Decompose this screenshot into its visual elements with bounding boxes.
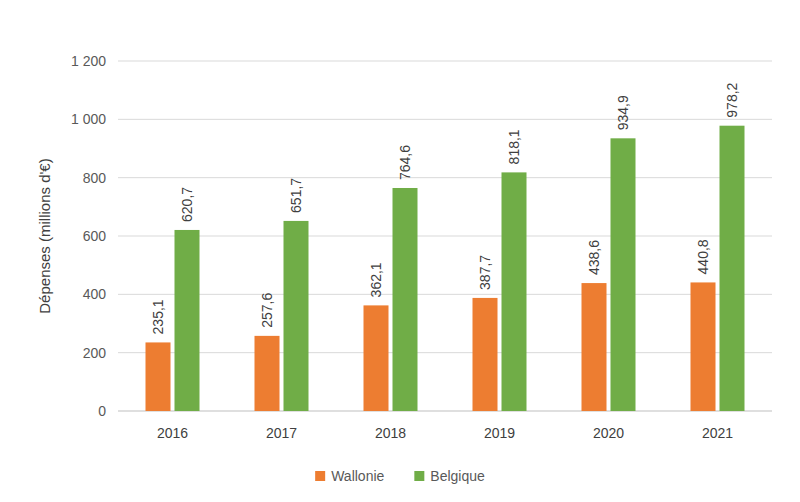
grid-line bbox=[118, 177, 772, 178]
data-label: 764,6 bbox=[397, 145, 413, 180]
x-tick-label: 2021 bbox=[702, 425, 733, 441]
legend-swatch bbox=[414, 471, 424, 481]
data-label: 440,8 bbox=[695, 239, 711, 274]
grid-line bbox=[118, 294, 772, 295]
data-label: 362,1 bbox=[368, 262, 384, 297]
bar bbox=[473, 298, 498, 411]
y-tick-label: 600 bbox=[83, 228, 107, 244]
y-tick-label: 200 bbox=[83, 345, 107, 361]
x-tick-label: 2018 bbox=[375, 425, 406, 441]
x-tick-label: 2019 bbox=[484, 425, 515, 441]
bar bbox=[364, 305, 389, 411]
chart: 0 200 400 600 800 1 000 1 200 Dépenses (million… bbox=[0, 0, 800, 502]
bar bbox=[146, 342, 171, 411]
x-tick-label: 2017 bbox=[266, 425, 297, 441]
grid-line bbox=[118, 61, 772, 62]
bar bbox=[611, 138, 636, 411]
bar bbox=[175, 230, 200, 411]
grid bbox=[118, 61, 772, 411]
data-label: 651,7 bbox=[288, 178, 304, 213]
data-label: 818,1 bbox=[506, 129, 522, 164]
grid-line bbox=[118, 411, 772, 412]
x-tick-label: 2016 bbox=[157, 425, 188, 441]
data-labels: 235,1 257,6 362,1 387,7 438,6 440,8 620,7 651,7… bbox=[150, 82, 740, 334]
data-label: 978,2 bbox=[724, 82, 740, 117]
y-tick-label: 800 bbox=[83, 170, 107, 186]
data-label: 235,1 bbox=[150, 299, 166, 334]
y-axis-label: Dépenses (millions d'€) bbox=[36, 158, 53, 313]
grid-line bbox=[118, 236, 772, 237]
legend-label: Belgique bbox=[430, 468, 485, 484]
bar bbox=[582, 283, 607, 411]
bars bbox=[146, 126, 745, 411]
y-tick-label: 400 bbox=[83, 286, 107, 302]
bar bbox=[502, 172, 527, 411]
grid-line bbox=[118, 352, 772, 353]
data-label: 620,7 bbox=[179, 187, 195, 222]
legend: Wallonie Belgique bbox=[315, 468, 485, 484]
data-label: 934,9 bbox=[615, 95, 631, 130]
bar bbox=[284, 221, 309, 411]
data-label: 387,7 bbox=[477, 255, 493, 290]
legend-label: Wallonie bbox=[331, 468, 384, 484]
x-tick-label: 2020 bbox=[593, 425, 624, 441]
bar bbox=[691, 282, 716, 411]
y-tick-label: 0 bbox=[98, 403, 106, 419]
data-label: 257,6 bbox=[259, 293, 275, 328]
bar bbox=[255, 336, 280, 411]
y-tick-label: 1 200 bbox=[71, 53, 106, 69]
bar bbox=[720, 126, 745, 411]
grid-line bbox=[118, 119, 772, 120]
y-tick-label: 1 000 bbox=[71, 111, 106, 127]
bar bbox=[393, 188, 418, 411]
data-label: 438,6 bbox=[586, 240, 602, 275]
legend-swatch bbox=[315, 471, 325, 481]
